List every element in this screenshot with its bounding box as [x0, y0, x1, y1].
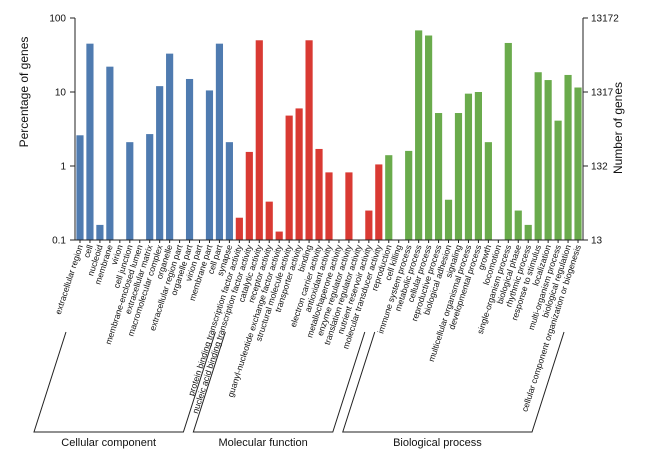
- bars-layer: [76, 30, 582, 241]
- y-left-tick-label: 1: [60, 162, 66, 173]
- bar-extracellular-region: [76, 135, 84, 240]
- bar-biological-phase: [514, 210, 522, 240]
- bar-protein-binding-transcription-factor-activity: [235, 217, 243, 240]
- bar-biological-adhesion: [444, 199, 453, 240]
- bar-metabolic-process: [415, 30, 423, 240]
- bar-reproductive-process: [434, 113, 443, 240]
- y-right-tick-label: 132: [591, 162, 608, 173]
- bar-localization: [544, 80, 552, 240]
- bar-transporter-activity: [295, 108, 303, 240]
- bar-structural-molecule-activity: [285, 115, 293, 240]
- y-left-tick-label: 0.1: [52, 236, 66, 247]
- x-tick-label: extracellular region: [53, 243, 85, 315]
- bar-synapse: [225, 142, 233, 240]
- bar-reproduction: [385, 155, 393, 240]
- bar-response-to-stimulus: [534, 72, 542, 240]
- y-axis-right-title: Number of genes: [611, 82, 625, 174]
- bar-cellular-process: [425, 35, 433, 241]
- bar-catalytic-activity: [255, 40, 263, 240]
- x-tick-label: cell: [81, 243, 95, 258]
- bar-cell-part: [215, 43, 224, 240]
- bar-biological-regulation: [564, 74, 572, 240]
- y-left-tick-label: 10: [55, 88, 67, 99]
- bar-organelle: [166, 53, 174, 240]
- bar-rhythmic-process: [524, 224, 532, 240]
- bar-nucleoid: [96, 224, 104, 240]
- bar-organelle-part: [185, 78, 194, 240]
- bar-single-organism-process: [504, 42, 512, 241]
- group-bracket: [192, 331, 366, 433]
- y-left-tick-label: 100: [49, 14, 66, 25]
- group-label: Cellular component: [61, 437, 156, 449]
- bar-nucleic-acid-binding-transcription-factor-activity: [245, 151, 253, 240]
- group-label: Molecular function: [218, 437, 307, 449]
- group-bracket: [33, 331, 216, 433]
- axes-layer: 0.1 1 10 100 13 132 1317 13172: [49, 14, 619, 247]
- bar-membrane-part: [205, 90, 214, 241]
- bar-molecular-transducer-activity: [375, 164, 383, 240]
- y-right-tick-label: 13172: [591, 14, 619, 25]
- y-right-tick-label: 1317: [591, 88, 614, 99]
- bar-cell: [86, 43, 94, 240]
- bar-antioxidant-activity: [325, 172, 333, 240]
- group-bracket: [342, 331, 565, 433]
- bar-developmental-process: [474, 92, 482, 240]
- bar-electron-carrier-activity: [315, 148, 323, 240]
- bar-extracellular-matrix: [146, 134, 154, 240]
- bar-macromolecular-complex: [156, 86, 164, 240]
- group-label: Biological process: [393, 437, 482, 449]
- labels-layer: extracellular regioncellnucleoidmembrane…: [53, 243, 583, 415]
- bar-cell-junction: [126, 142, 134, 240]
- bar-guanyl-nucleotide-exchange-factor-activity: [275, 231, 283, 240]
- bar-binding: [305, 40, 313, 240]
- bar-enzyme-regulator-activity: [345, 172, 353, 240]
- bar-receptor-activity: [265, 201, 273, 240]
- y-right-tick-label: 13: [591, 236, 603, 247]
- bar-signaling: [454, 113, 463, 240]
- bar-membrane: [106, 66, 114, 240]
- bar-cellular-component-organization-or-biogenesis: [574, 87, 582, 240]
- bar-multi-organism-process: [554, 120, 562, 240]
- groups-layer: Cellular component Molecular function Biol…: [33, 331, 565, 449]
- bar-multicellular-organismal-process: [464, 93, 473, 241]
- y-axis-left-title: Percentage of genes: [17, 37, 31, 148]
- bar-nutrient-reservoir-activity: [365, 210, 373, 240]
- bar-immune-system-process: [405, 150, 413, 240]
- bar-growth: [484, 142, 492, 240]
